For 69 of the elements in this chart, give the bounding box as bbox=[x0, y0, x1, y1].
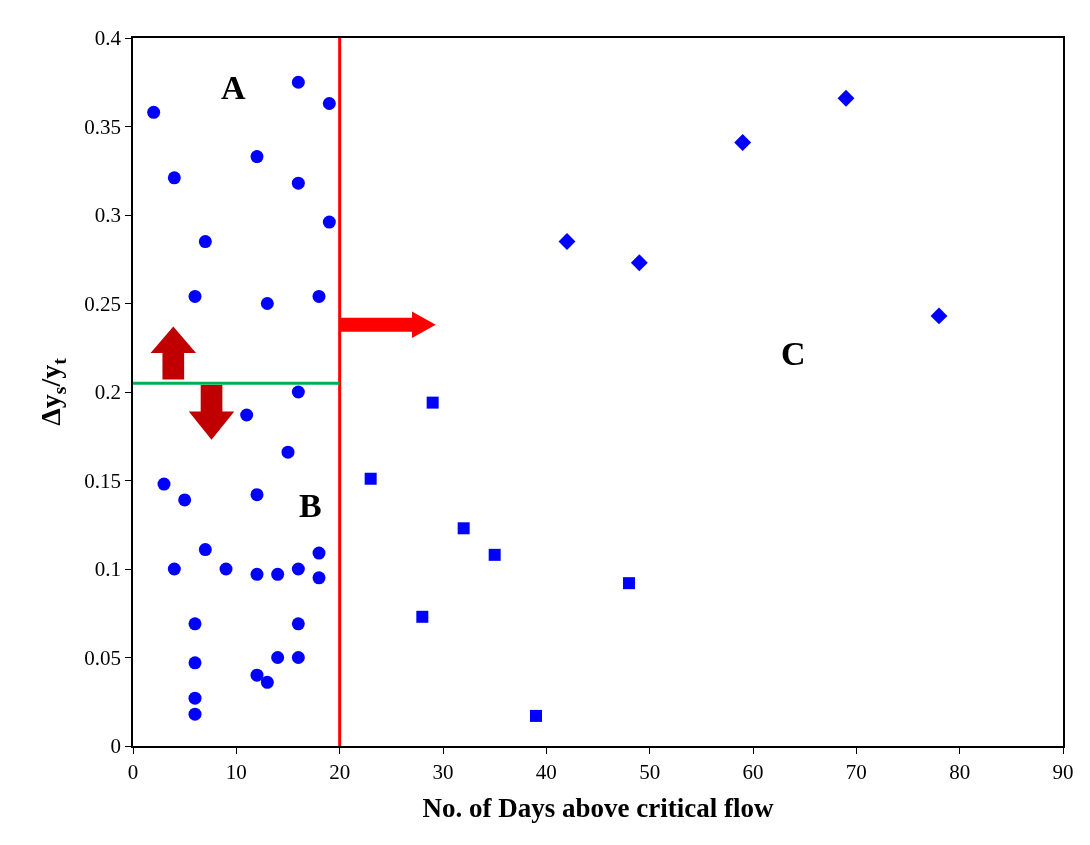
x-tick-label: 70 bbox=[845, 759, 867, 784]
point bbox=[930, 307, 948, 325]
y-tick-label: 0.05 bbox=[84, 645, 122, 670]
point bbox=[198, 543, 212, 557]
annotation: C bbox=[781, 335, 806, 372]
point bbox=[271, 567, 285, 581]
point bbox=[281, 445, 295, 459]
x-tick-label: 80 bbox=[949, 759, 971, 784]
y-tick-label: 0.15 bbox=[84, 468, 122, 493]
x-tick-label: 40 bbox=[535, 759, 557, 784]
x-tick-label: 10 bbox=[225, 759, 247, 784]
x-axis-title: No. of Days above critical flow bbox=[422, 792, 774, 823]
point bbox=[188, 289, 202, 303]
y-tick-label: 0.2 bbox=[94, 380, 122, 405]
x-tick-label: 90 bbox=[1052, 759, 1074, 784]
point bbox=[167, 562, 181, 576]
point bbox=[837, 89, 855, 107]
point bbox=[260, 675, 274, 689]
point bbox=[188, 707, 202, 721]
point bbox=[312, 546, 326, 560]
point bbox=[260, 297, 274, 310]
point bbox=[488, 548, 501, 561]
y-tick-label: 0 bbox=[110, 734, 122, 759]
point bbox=[291, 651, 305, 664]
annotation: A bbox=[221, 69, 246, 106]
annotation: B bbox=[299, 487, 322, 524]
point bbox=[240, 408, 254, 422]
point bbox=[426, 396, 439, 409]
x-tick-label: 0 bbox=[127, 759, 139, 784]
point bbox=[291, 176, 305, 190]
x-tick-label: 20 bbox=[329, 759, 351, 784]
point bbox=[147, 105, 161, 119]
point bbox=[291, 562, 305, 576]
point bbox=[530, 709, 542, 722]
point bbox=[416, 610, 429, 623]
point bbox=[250, 150, 264, 164]
y-tick-label: 0.25 bbox=[84, 291, 122, 316]
point bbox=[188, 617, 202, 631]
point bbox=[188, 691, 202, 705]
point bbox=[364, 472, 377, 485]
x-tick-label: 60 bbox=[742, 759, 764, 784]
point bbox=[558, 233, 576, 250]
point bbox=[291, 385, 305, 399]
point bbox=[167, 171, 181, 185]
point bbox=[271, 651, 285, 664]
point bbox=[322, 215, 336, 229]
y-tick-label: 0.35 bbox=[84, 114, 122, 139]
point bbox=[312, 571, 326, 585]
y-tick-label: 0.1 bbox=[94, 557, 122, 582]
x-tick-label: 50 bbox=[639, 759, 661, 784]
point bbox=[630, 254, 648, 272]
point bbox=[178, 493, 192, 507]
point bbox=[312, 289, 326, 303]
point bbox=[734, 133, 752, 151]
point bbox=[250, 488, 264, 502]
y-tick-label: 0.3 bbox=[94, 203, 122, 228]
point bbox=[250, 567, 264, 581]
point bbox=[457, 522, 470, 535]
point bbox=[291, 617, 305, 631]
point bbox=[250, 668, 264, 682]
point bbox=[198, 235, 212, 249]
point bbox=[322, 96, 336, 110]
point bbox=[623, 577, 635, 590]
point bbox=[157, 477, 171, 491]
point bbox=[219, 562, 233, 576]
y-tick-label: 0.4 bbox=[94, 26, 122, 51]
x-tick-label: 30 bbox=[432, 759, 454, 784]
point bbox=[188, 656, 202, 670]
point bbox=[291, 75, 305, 89]
